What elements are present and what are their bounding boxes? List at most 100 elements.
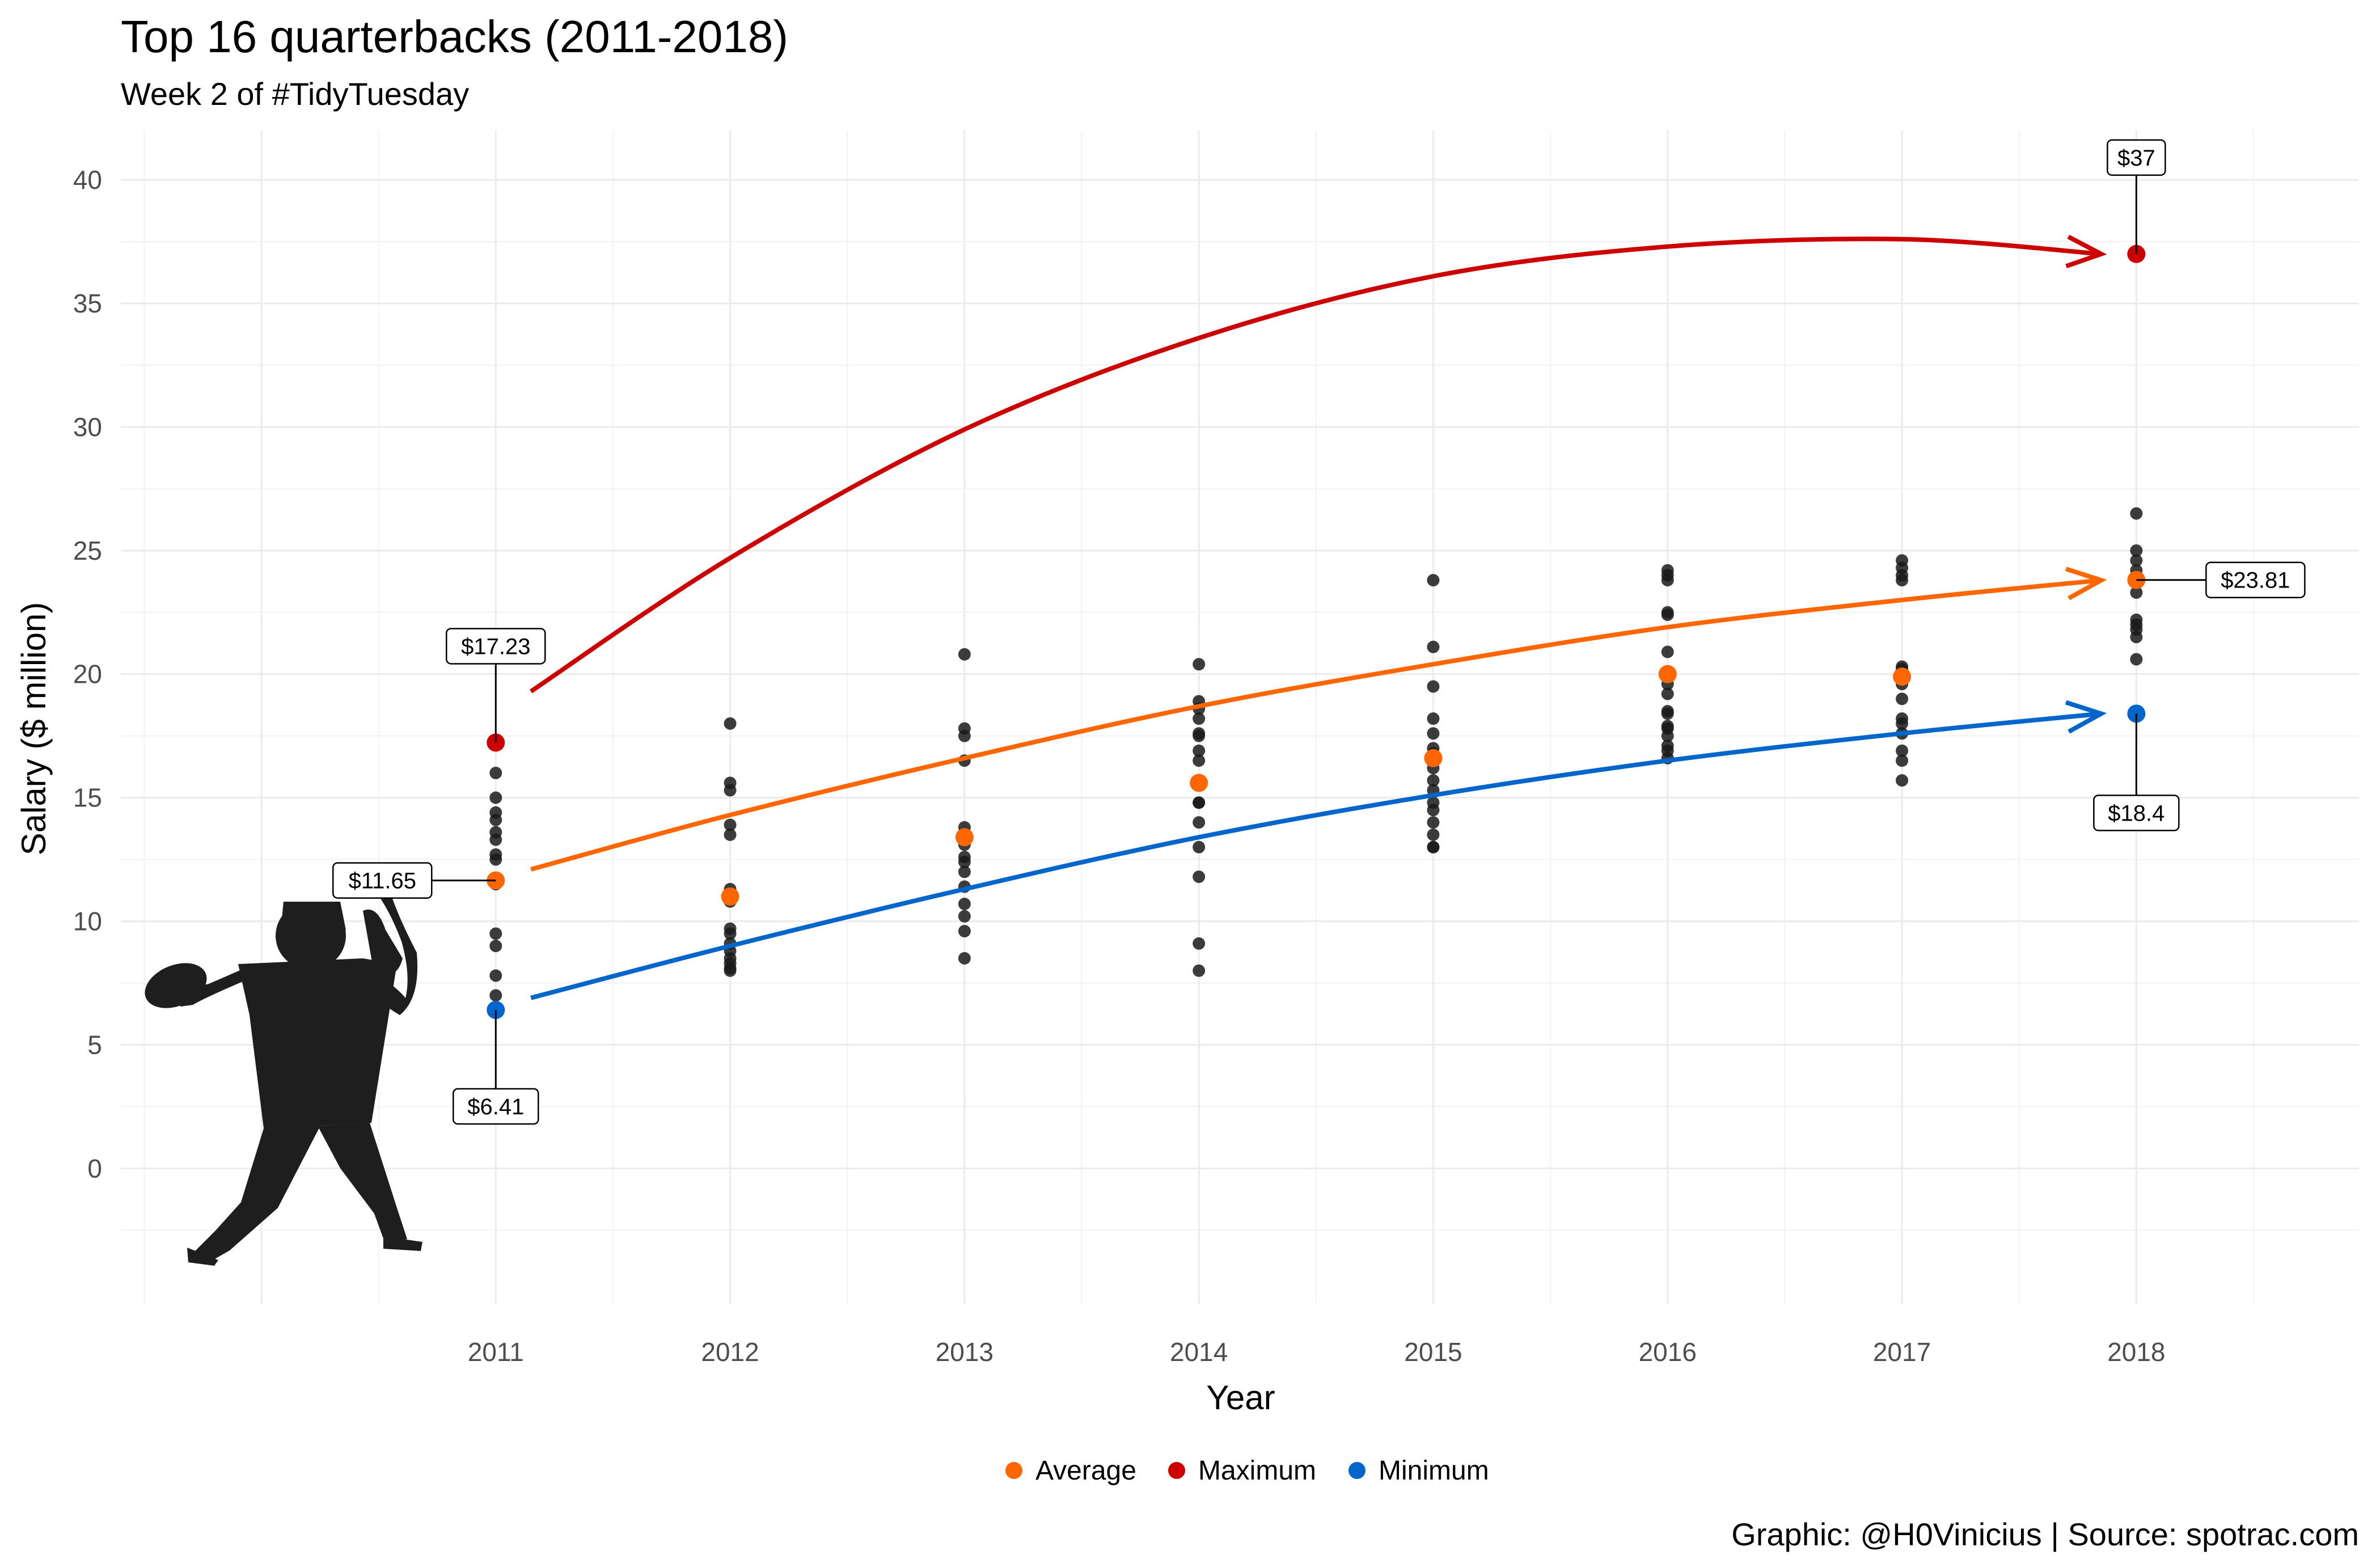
salary-point — [958, 952, 971, 965]
salary-point — [2130, 631, 2143, 644]
salary-point — [724, 784, 737, 797]
x-tick-label: 2015 — [1404, 1337, 1462, 1367]
salary-point — [958, 910, 971, 923]
x-axis-title: Year — [1206, 1379, 1275, 1417]
salary-point — [489, 813, 502, 826]
salary-point — [1193, 937, 1206, 950]
salary-point — [1661, 645, 1674, 658]
salary-point — [958, 855, 971, 868]
y-tick-label: 30 — [73, 412, 102, 442]
legend-item-average: Average — [1005, 1456, 1136, 1486]
point-average — [1893, 667, 1912, 686]
salary-point — [1661, 574, 1674, 587]
value-label: $11.65 — [349, 869, 416, 894]
y-tick-label: 15 — [73, 783, 102, 813]
salary-point — [1193, 840, 1206, 853]
y-tick-label: 35 — [73, 289, 102, 318]
x-tick-label: 2012 — [701, 1337, 759, 1367]
x-tick-label: 2017 — [1873, 1337, 1931, 1367]
salary-point — [724, 829, 737, 841]
x-tick-label: 2013 — [936, 1337, 993, 1367]
salary-point — [489, 927, 502, 940]
salary-point — [1896, 692, 1909, 705]
salary-point — [2130, 507, 2143, 520]
grid — [121, 130, 2359, 1304]
chart-subtitle: Week 2 of #TidyTuesday — [121, 76, 469, 112]
salary-point — [489, 833, 502, 846]
point-average — [1658, 665, 1677, 683]
axes: 0 5 10 15 20 25 30 35 40 2011 2012 2013 2014 2015 2016… — [73, 165, 2166, 1367]
chart-title: Top 16 quarterbacks (2011-2018) — [121, 11, 788, 62]
salary-point — [2130, 554, 2143, 567]
salary-point — [1427, 840, 1440, 853]
salary-point — [1427, 712, 1440, 725]
salary-point — [489, 791, 502, 804]
value-labels: $17.23 $11.65 $6.41 $37 $23.81 $18.4 — [332, 139, 2306, 1125]
value-label-box — [2205, 561, 2306, 598]
salary-point — [489, 767, 502, 780]
value-label-box — [453, 1088, 539, 1125]
summary-points — [487, 244, 2146, 1019]
salary-point — [1661, 707, 1674, 720]
salary-point — [1427, 727, 1440, 740]
salary-point — [1193, 796, 1206, 809]
salary-point — [724, 818, 737, 831]
y-tick-label: 20 — [73, 660, 102, 689]
x-tick-label: 2016 — [1639, 1337, 1697, 1367]
legend-swatch — [1168, 1462, 1185, 1479]
value-label: $37 — [2117, 146, 2155, 171]
salary-point — [1193, 744, 1206, 757]
value-label-box — [332, 862, 433, 899]
x-tick-label: 2014 — [1170, 1337, 1228, 1367]
y-tick-label: 40 — [73, 165, 102, 195]
value-label: $23.81 — [2221, 568, 2290, 593]
x-tick-label: 2011 — [468, 1337, 524, 1367]
trend-line-minimum — [530, 713, 2101, 1000]
salary-point — [1193, 964, 1206, 977]
quarterback-icon — [145, 891, 422, 1266]
y-tick-label: 25 — [73, 536, 102, 565]
salary-point — [724, 717, 737, 730]
salary-point — [958, 924, 971, 937]
salary-point — [489, 989, 502, 1002]
legend: Average Maximum Minimum — [1005, 1456, 1489, 1486]
salary-point — [1896, 717, 1909, 730]
salary-point — [1193, 754, 1206, 767]
legend-label: Average — [1035, 1456, 1136, 1486]
salary-point — [489, 969, 502, 982]
salary-point — [1427, 640, 1440, 653]
salary-point — [2130, 653, 2143, 666]
salary-point — [724, 964, 737, 977]
y-tick-label: 5 — [87, 1030, 102, 1059]
value-label-box — [2093, 794, 2180, 831]
legend-item-minimum: Minimum — [1348, 1456, 1489, 1486]
salary-point — [1193, 658, 1206, 671]
legend-item-maximum: Maximum — [1168, 1456, 1316, 1486]
y-tick-label: 10 — [73, 907, 102, 936]
salary-point — [958, 865, 971, 878]
legend-swatch — [1348, 1462, 1365, 1479]
value-label-box — [446, 628, 546, 665]
salary-point — [1427, 774, 1440, 787]
salary-point — [958, 729, 971, 742]
salary-point — [1193, 712, 1206, 725]
salary-point — [1193, 870, 1206, 884]
trend-lines — [530, 239, 2101, 1000]
value-label-box — [2107, 139, 2166, 176]
salary-point — [1427, 829, 1440, 841]
x-tick-label: 2018 — [2107, 1337, 2165, 1367]
y-tick-label: 0 — [87, 1153, 102, 1183]
salary-point — [489, 940, 502, 953]
point-average — [955, 828, 974, 847]
legend-label: Minimum — [1379, 1456, 1489, 1486]
trend-line-average — [530, 580, 2101, 872]
salary-point — [489, 853, 502, 866]
legend-label: Maximum — [1198, 1456, 1316, 1486]
trend-line-maximum — [530, 239, 2101, 694]
y-axis-title: Salary ($ million) — [15, 602, 53, 856]
salary-point — [1427, 680, 1440, 693]
salary-point — [1896, 574, 1909, 587]
salary-point — [1896, 774, 1909, 787]
salary-point — [1896, 754, 1909, 767]
salary-point — [1661, 608, 1674, 622]
